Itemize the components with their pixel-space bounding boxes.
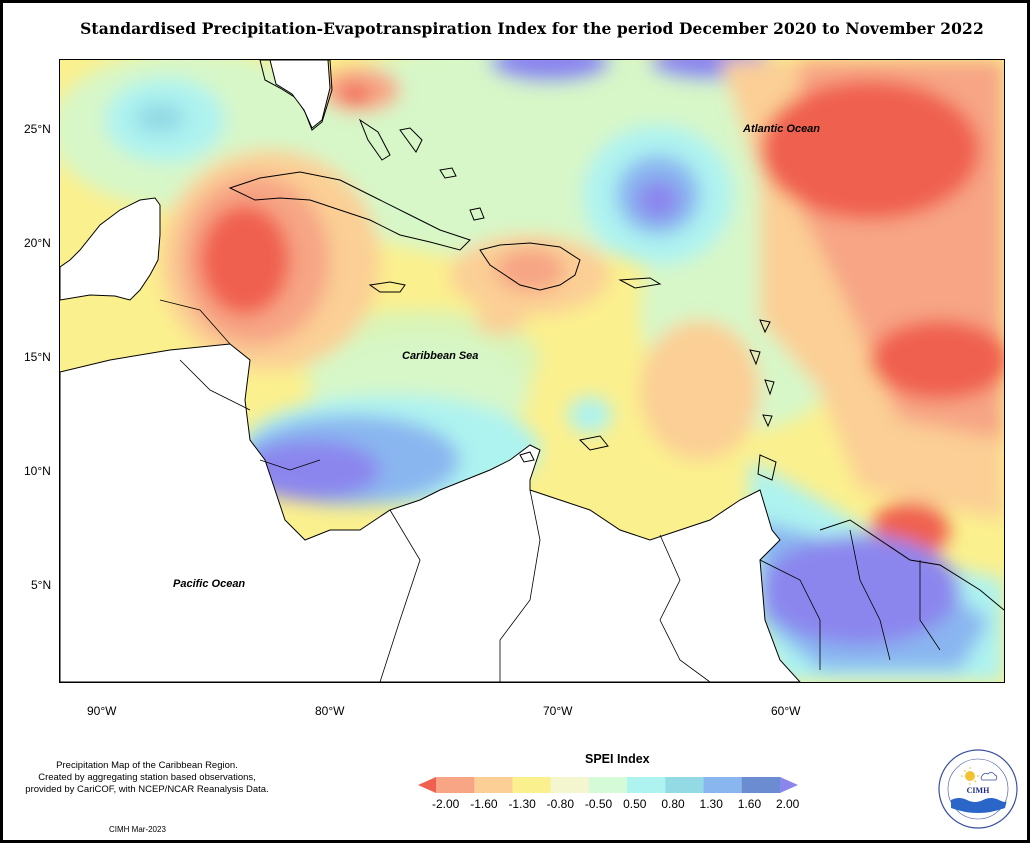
lat-tick-25n: 25°N [24,122,51,136]
lon-tick-60w: 60°W [771,704,801,718]
legend-tick-label: -2.00 [432,797,460,811]
legend-tick-label: 0.80 [661,797,685,811]
cimh-logo: CIMH [938,749,1018,829]
cloud-icon [980,771,998,781]
lon-tick-90w: 90°W [87,704,117,718]
legend-swatch-10 [780,777,798,793]
spei-map [59,59,1005,683]
lon-tick-70w: 70°W [543,704,573,718]
map-credit: Precipitation Map of the Caribbean Regio… [12,760,282,796]
label-atlantic-ocean: Atlantic Ocean [743,123,821,135]
label-pacific-ocean: Pacific Ocean [173,578,246,590]
lon-tick-80w: 80°W [315,704,345,718]
credit-line-3: provided by CariCOF, with NCEP/NCAR Rean… [25,784,269,795]
lat-tick-15n: 15°N [24,350,51,364]
lat-tick-5n: 5°N [31,578,52,592]
legend-swatch-0 [418,777,436,793]
legend-swatch-6 [627,777,666,793]
landmass [60,60,1004,682]
legend-tick-label: 2.00 [776,797,800,811]
credit-line-2: Created by aggregating station based obs… [38,772,256,783]
legend-swatch-5 [588,777,628,793]
date-stamp: CIMH Mar-2023 [109,825,166,834]
map-canvas [60,60,1004,682]
legend-tick-label: -0.80 [546,797,575,811]
legend-swatch-9 [741,777,781,793]
islands [228,118,777,481]
legend-tick-label: 0.50 [623,797,647,811]
lat-tick-20n: 20°N [24,236,51,250]
legend-swatch-4 [550,777,590,793]
borders [159,299,941,682]
legend-swatch-1 [436,777,475,793]
legend-tick-label: 1.60 [737,797,762,811]
logo-text: CIMH [967,786,990,795]
map-title: Standardised Precipitation-Evapotranspir… [80,19,984,38]
waves-icon [951,798,1007,813]
credit-line-1: Precipitation Map of the Caribbean Regio… [56,760,238,771]
legend-tick-label: -1.30 [508,797,536,811]
legend-swatch-8 [703,777,743,793]
legend-swatch-2 [474,777,513,793]
legend-tick-label: -1.60 [470,797,498,811]
legend-colorbar [418,777,798,793]
sun-icon [965,771,975,781]
legend-swatch-7 [665,777,705,793]
sun-rays-icon [961,767,979,785]
lat-tick-10n: 10°N [24,464,51,478]
legend-swatch-3 [512,777,552,793]
legend-title: SPEI Index [585,752,650,766]
legend-tick-label: -0.50 [584,797,613,811]
legend-tick-label: 1.30 [699,797,723,811]
label-caribbean-sea: Caribbean Sea [402,350,479,362]
